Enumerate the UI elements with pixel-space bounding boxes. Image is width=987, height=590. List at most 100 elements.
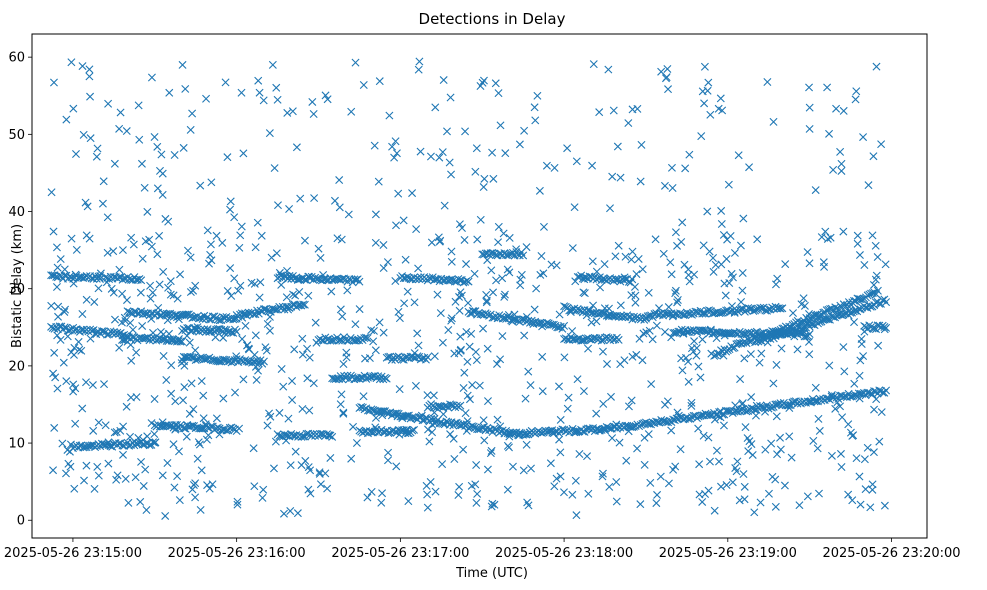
data-point	[150, 394, 159, 403]
data-point	[852, 87, 861, 96]
data-point	[80, 476, 89, 485]
data-point	[62, 469, 70, 478]
data-point	[471, 347, 480, 356]
data-point	[620, 356, 629, 365]
data-point	[71, 419, 80, 428]
data-point	[600, 260, 609, 269]
data-point	[857, 340, 866, 349]
data-point	[115, 273, 124, 282]
data-point	[185, 409, 194, 418]
data-point	[470, 269, 479, 278]
data-point	[295, 288, 304, 296]
data-point	[369, 337, 378, 346]
data-point	[447, 170, 456, 179]
data-point	[465, 395, 474, 404]
data-point	[375, 77, 384, 86]
data-point	[169, 440, 178, 449]
data-point	[424, 425, 433, 434]
data-point	[763, 78, 772, 86]
data-point	[802, 332, 811, 341]
data-point	[306, 489, 315, 498]
data-point	[383, 456, 392, 465]
data-point	[637, 140, 646, 149]
data-point	[129, 240, 138, 249]
data-point	[62, 377, 71, 386]
data-point	[496, 121, 505, 130]
data-point	[612, 497, 621, 506]
data-point	[206, 240, 215, 249]
data-point	[776, 433, 785, 442]
data-point	[589, 334, 598, 343]
data-point	[179, 396, 188, 405]
data-point	[472, 144, 481, 153]
y-tick-label: 30	[8, 282, 25, 297]
data-point	[596, 283, 605, 292]
data-point	[77, 346, 86, 355]
data-point	[577, 336, 586, 345]
data-point	[836, 147, 845, 156]
data-point	[146, 294, 155, 303]
data-point	[456, 401, 465, 410]
data-point	[521, 394, 530, 403]
data-point	[117, 318, 126, 327]
data-point	[588, 257, 597, 266]
data-point	[772, 360, 781, 369]
data-point	[568, 244, 577, 253]
data-point	[189, 405, 198, 414]
data-point	[401, 255, 410, 264]
data-point	[652, 499, 661, 508]
data-point	[296, 194, 305, 203]
data-point	[173, 472, 182, 481]
data-point	[632, 350, 641, 359]
data-point	[316, 253, 325, 262]
data-point	[56, 335, 65, 344]
x-axis: 2025-05-26 23:15:00 2025-05-26 23:16:00 20…	[4, 538, 961, 561]
data-point	[301, 456, 310, 465]
data-point	[560, 353, 569, 362]
data-point	[135, 135, 144, 144]
data-point	[85, 72, 94, 81]
data-point	[666, 258, 675, 267]
data-point	[744, 447, 753, 456]
data-point	[361, 333, 370, 342]
data-point	[99, 177, 108, 186]
data-point	[330, 196, 339, 205]
data-point	[872, 62, 881, 71]
data-point	[188, 109, 197, 118]
data-point	[721, 291, 730, 300]
data-point	[664, 479, 673, 488]
data-point	[263, 421, 272, 430]
data-point	[203, 481, 212, 490]
data-point	[226, 205, 235, 214]
data-point	[134, 101, 143, 110]
data-point	[285, 205, 294, 213]
data-point	[170, 151, 179, 160]
data-point	[694, 424, 703, 433]
data-point	[86, 134, 95, 143]
data-point	[800, 332, 809, 341]
data-point	[394, 189, 403, 198]
data-point	[697, 132, 706, 141]
data-point	[226, 264, 235, 273]
data-point	[136, 288, 145, 297]
data-point	[849, 307, 858, 316]
data-point	[81, 198, 90, 207]
data-point	[606, 392, 615, 401]
data-point	[532, 284, 541, 293]
data-point	[490, 500, 499, 509]
data-point	[374, 177, 383, 186]
data-point	[461, 127, 470, 136]
data-point	[601, 333, 610, 342]
data-point	[460, 368, 469, 377]
data-point	[724, 180, 733, 189]
data-point	[104, 99, 113, 108]
data-point	[391, 409, 400, 418]
data-point	[262, 346, 271, 355]
data-point	[286, 461, 295, 470]
data-point	[636, 177, 645, 186]
data-point	[189, 286, 198, 295]
data-point	[64, 459, 73, 468]
data-point	[822, 315, 831, 324]
data-point	[127, 233, 136, 242]
data-point	[500, 290, 509, 299]
